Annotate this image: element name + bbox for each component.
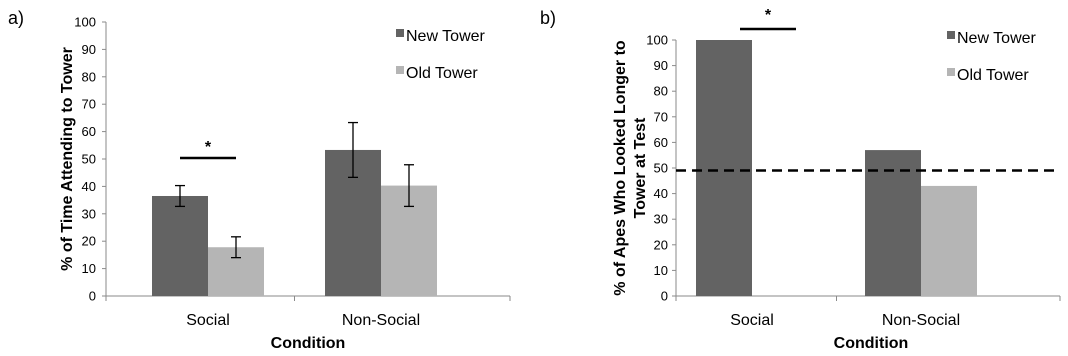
bar-old-tower-non-social	[921, 185, 977, 296]
significance-star: *	[205, 139, 212, 156]
legend-swatch	[947, 68, 955, 76]
y-tick-label: 40	[82, 179, 96, 194]
y-axis-title: % of Time Attending to Tower	[59, 47, 76, 271]
y-tick-label: 50	[82, 152, 96, 167]
x-category-label: Non-Social	[342, 312, 420, 329]
legend-label: Old Tower	[406, 65, 478, 82]
y-tick-label: 70	[82, 97, 96, 112]
x-category-label: Social	[186, 312, 230, 329]
y-tick-label: 60	[82, 124, 96, 139]
bar-new-tower-social	[152, 195, 208, 296]
bar-new-tower-social	[696, 40, 752, 296]
legend-swatch	[396, 29, 404, 37]
x-axis-title: Condition	[271, 335, 346, 352]
y-tick-label: 80	[82, 69, 96, 84]
y-tick-label: 70	[654, 109, 668, 124]
x-category-label: Social	[730, 312, 774, 329]
y-tick-label: 10	[654, 263, 668, 278]
y-tick-label: 90	[654, 58, 668, 73]
y-tick-label: 10	[82, 261, 96, 276]
y-tick-label: 30	[654, 212, 668, 227]
legend-swatch	[947, 31, 955, 39]
legend-swatch	[396, 66, 404, 74]
y-tick-label: 40	[654, 186, 668, 201]
y-tick-label: 80	[654, 84, 668, 99]
y-tick-label: 100	[74, 15, 96, 30]
x-axis-title: Condition	[834, 335, 909, 352]
y-tick-label: 100	[646, 33, 668, 48]
y-tick-label: 20	[654, 237, 668, 252]
y-tick-label: 60	[654, 135, 668, 150]
y-axis-title-line: Tower at Test	[632, 117, 649, 218]
significance-star: *	[765, 7, 772, 24]
panel-label: a)	[8, 8, 24, 28]
legend-label: New Tower	[406, 28, 486, 45]
chart-panel-a: a) 0 10 20 30 40 50 60 70 80 90 100 Social Non-Social…	[8, 8, 511, 352]
y-tick-label: 0	[661, 289, 668, 304]
legend-label: New Tower	[957, 30, 1037, 47]
legend-label: Old Tower	[957, 67, 1029, 84]
bar-new-tower-non-social	[865, 150, 921, 296]
chart-panel-b: b) 0 10 20 30 40 50 60 70 80 90 100 Social Non-Social…	[540, 7, 1061, 352]
x-category-label: Non-Social	[882, 312, 960, 329]
panel-label: b)	[540, 8, 556, 28]
y-axis-title-line: % of Apes Who Looked Longer to	[612, 40, 629, 296]
y-tick-label: 20	[82, 234, 96, 249]
y-tick-label: 90	[82, 42, 96, 57]
y-tick-label: 30	[82, 206, 96, 221]
y-tick-label: 0	[89, 289, 96, 304]
y-tick-label: 50	[654, 161, 668, 176]
